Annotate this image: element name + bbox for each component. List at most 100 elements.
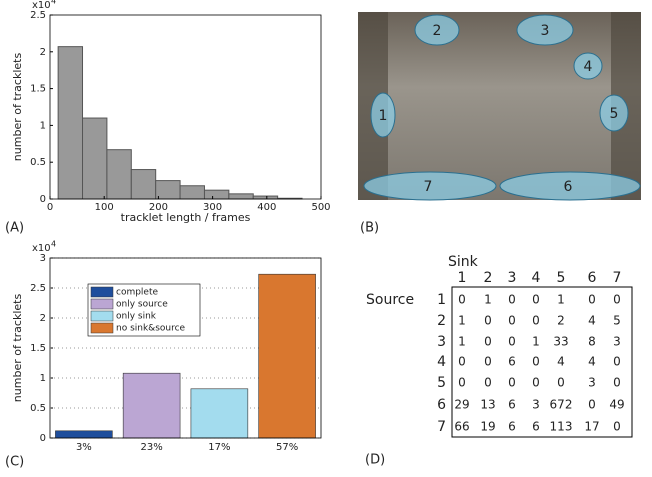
y-tick-label: 1.5 — [30, 343, 46, 354]
x-tick-label: 400 — [257, 202, 276, 213]
legend-swatch — [90, 310, 114, 322]
row-label: 6 — [437, 397, 446, 413]
region-label: 2 — [433, 23, 442, 39]
photo: 1 2 3 4 5 6 7 — [358, 12, 641, 201]
cell: 1 — [484, 293, 492, 307]
bar — [190, 388, 249, 439]
bar — [228, 193, 254, 200]
cell: 1 — [557, 293, 565, 307]
cell: 0 — [458, 376, 466, 390]
matrix-frame — [451, 286, 633, 438]
col-label: 1 — [458, 270, 467, 286]
cell: 0 — [613, 376, 621, 390]
bar — [55, 430, 113, 439]
legend-label: complete — [116, 288, 159, 298]
cell: 6 — [508, 355, 516, 369]
bar — [203, 189, 230, 200]
axes-frame — [49, 14, 322, 200]
y-tick-label: 0.5 — [30, 157, 46, 168]
cell: 0 — [508, 314, 516, 328]
row-label: 5 — [437, 375, 446, 391]
cell: 33 — [553, 335, 568, 349]
cell: 0 — [484, 335, 492, 349]
cell: 0 — [532, 293, 540, 307]
y-multiplier: x10 — [32, 0, 51, 11]
bar — [252, 195, 279, 200]
y-tick-label: 0 — [40, 194, 46, 205]
panel-label: (D) — [365, 453, 385, 468]
region-label: 4 — [584, 59, 593, 75]
y-tick-label: 2 — [40, 313, 46, 324]
cell: 0 — [458, 355, 466, 369]
panel-label: (A) — [5, 221, 24, 236]
x-tick-label: 17% — [208, 442, 230, 453]
row-label: 2 — [437, 313, 446, 329]
row-label: 3 — [437, 334, 446, 350]
cell: 49 — [609, 398, 624, 412]
cell: 0 — [588, 293, 596, 307]
bar — [106, 149, 132, 200]
cell: 0 — [588, 398, 596, 412]
axes-frame — [49, 257, 322, 439]
y-tick-label: 1 — [40, 120, 46, 131]
photo-background — [358, 12, 641, 200]
bar — [130, 169, 157, 200]
cell: 66 — [454, 420, 469, 434]
x-tick-label: 100 — [95, 202, 114, 213]
bar — [57, 46, 84, 200]
cell: 0 — [613, 293, 621, 307]
y-axis-label: number of tracklets — [11, 294, 24, 403]
bar — [179, 185, 205, 200]
y-axis-label: number of tracklets — [11, 53, 24, 162]
region — [363, 171, 497, 201]
cell: 0 — [613, 355, 621, 369]
panel-label: (C) — [5, 455, 24, 470]
region — [370, 92, 396, 138]
cell: 0 — [508, 376, 516, 390]
cell: 0 — [532, 355, 540, 369]
col-label: 2 — [484, 270, 493, 286]
cell: 6 — [532, 420, 540, 434]
cell: 0 — [458, 293, 466, 307]
cell: 0 — [484, 376, 492, 390]
region — [516, 14, 574, 46]
x-tick-label: 3% — [76, 442, 92, 453]
row-title: Source — [366, 292, 414, 308]
cell: 29 — [454, 398, 469, 412]
cell: 6 — [508, 398, 516, 412]
y-tick-label: 3 — [40, 253, 46, 264]
cell: 13 — [480, 398, 495, 412]
region-label: 1 — [379, 108, 388, 124]
cell: 6 — [508, 420, 516, 434]
x-axis-label: tracklet length / frames — [121, 211, 251, 224]
y-tick-label: 2.5 — [30, 283, 46, 294]
legend-swatch — [90, 298, 114, 310]
cell: 0 — [508, 293, 516, 307]
x-tick-label: 300 — [203, 202, 222, 213]
region — [499, 171, 641, 201]
y-multiplier: x10 — [32, 243, 51, 254]
y-tick-label: 2.5 — [30, 10, 46, 21]
cell: 3 — [613, 335, 621, 349]
row-label: 7 — [437, 419, 446, 435]
cell: 0 — [484, 355, 492, 369]
col-label: 4 — [532, 270, 541, 286]
cell: 0 — [557, 376, 565, 390]
region-label: 7 — [424, 179, 433, 195]
cell: 3 — [532, 398, 540, 412]
cell: 3 — [588, 376, 596, 390]
y-tick-label: 0.5 — [30, 403, 46, 414]
cell: 0 — [508, 335, 516, 349]
cell: 2 — [557, 314, 565, 328]
legend-label: only sink — [116, 312, 157, 322]
cell: 0 — [484, 314, 492, 328]
region — [573, 52, 603, 80]
col-label: 7 — [613, 270, 622, 286]
cell: 0 — [613, 420, 621, 434]
cell: 1 — [458, 314, 466, 328]
x-tick-label: 200 — [149, 202, 168, 213]
region — [414, 14, 460, 46]
x-tick-label: 57% — [276, 442, 298, 453]
y-tick-label: 1.5 — [30, 84, 46, 95]
